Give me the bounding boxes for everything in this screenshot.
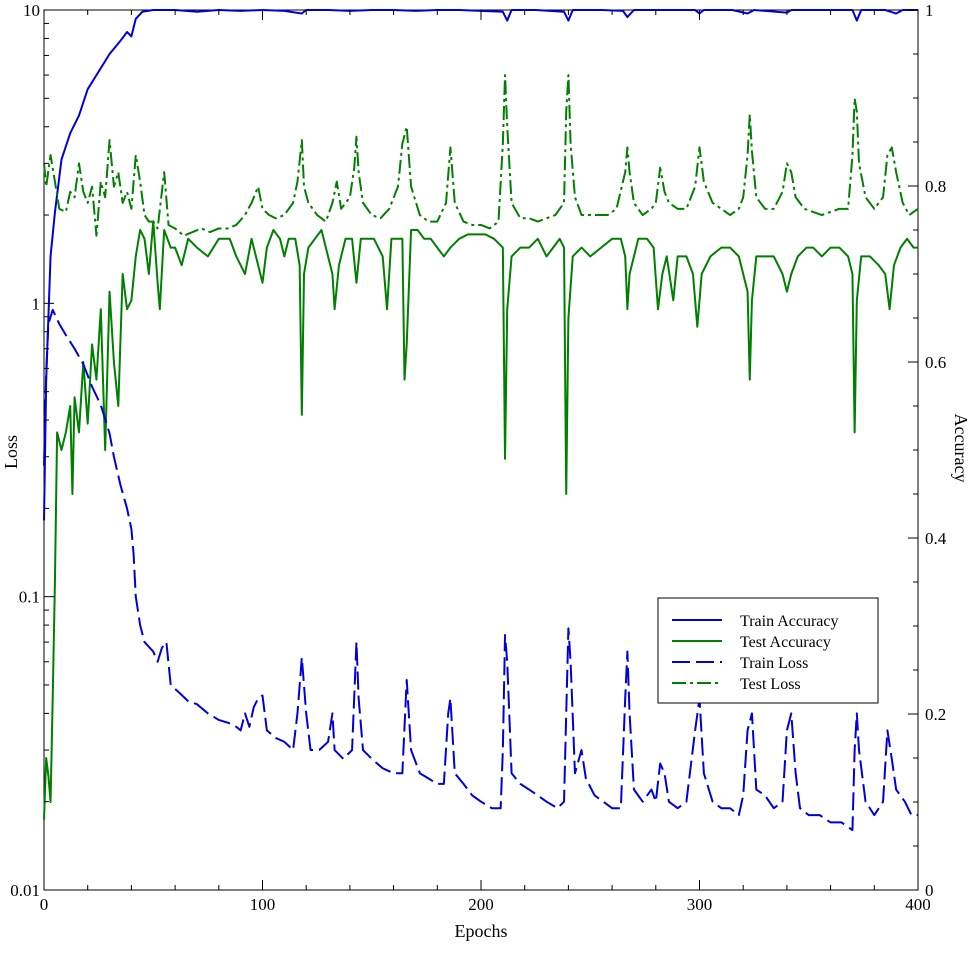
x-tick-label: 0 [40,895,49,914]
y-left-tick-label: 0.1 [19,588,40,607]
y-axis-label-right: Accuracy [951,414,971,483]
y-right-tick-label: 0 [925,881,934,900]
legend-label-train-accuracy: Train Accuracy [740,613,839,630]
y-axis-label-left: Loss [1,435,21,469]
legend: Train Accuracy Test Accuracy Train Loss … [657,597,879,704]
series-line-test-accuracy [43,220,918,820]
legend-label-test-accuracy: Test Accuracy [740,634,831,651]
legend-label-test-loss: Test Loss [740,676,801,693]
y-left-tick-label: 1 [32,294,41,313]
plot-frame [43,9,919,891]
y-left-tick-label: 0.01 [10,881,40,900]
legend-label-train-loss: Train Loss [740,655,808,672]
series-line-train-accuracy [43,9,918,521]
y-right-tick-label: 0.2 [925,705,946,724]
x-tick-label: 200 [468,895,494,914]
y-right-tick-label: 0.6 [925,353,946,372]
series-layer [43,9,919,832]
x-tick-label: 400 [905,895,931,914]
x-axis-label: Epochs [455,921,508,941]
y-right-tick-label: 1 [925,1,934,20]
series-line-train-loss [43,308,918,832]
legend-box [657,597,879,704]
series-line-test-loss [43,74,919,237]
x-tick-label: 100 [250,895,276,914]
x-tick-label: 300 [687,895,713,914]
y-left-tick-label: 10 [23,1,40,20]
y-right-tick-label: 0.8 [925,177,946,196]
y-right-tick-label: 0.4 [925,529,947,548]
